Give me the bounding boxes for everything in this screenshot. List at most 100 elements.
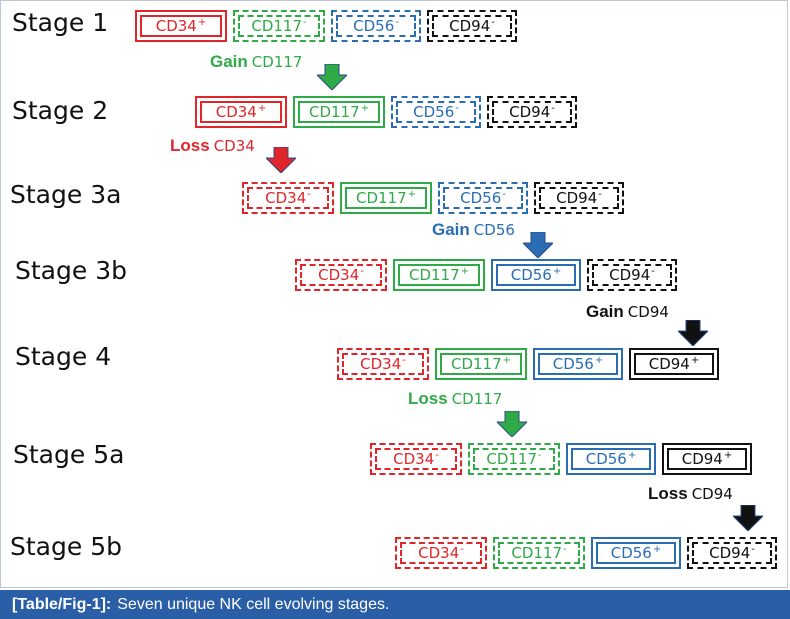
marker-name: CD117 (450, 354, 502, 373)
marker-cd56-box: CD56- (391, 96, 481, 128)
arrow-shape (266, 147, 296, 173)
marker-cd34-box: CD34- (242, 182, 334, 214)
marker-sign: - (303, 17, 307, 28)
stage-label: Stage 5b (10, 532, 122, 561)
marker-cd34-box: CD34- (295, 259, 387, 291)
marker-name: CD94 (709, 543, 751, 562)
marker-cd94-box: CD94- (534, 182, 624, 214)
arrow-shape (523, 232, 553, 258)
marker-name: CD34 (318, 265, 360, 284)
caption-text: Seven unique NK cell evolving stages. (117, 595, 390, 613)
marker-sign: - (551, 103, 555, 114)
diagram-frame (0, 0, 788, 588)
marker-sign: - (491, 17, 495, 28)
figure-caption: [Table/Fig-1]: Seven unique NK cell evol… (0, 590, 790, 619)
marker-sign: + (197, 17, 207, 28)
transition-verb: Gain (432, 220, 470, 239)
marker-name: CD117 (308, 102, 360, 121)
transition-label: Loss CD34 (170, 136, 255, 156)
marker-cd117-box: CD117- (493, 537, 585, 569)
marker-cd94-box: CD94 + (662, 443, 752, 475)
marker-cd34-box: CD34- (395, 537, 487, 569)
marker-cd117-box: CD117 + (393, 259, 485, 291)
down-arrow-icon (523, 232, 553, 258)
marker-name: CD56 (510, 265, 552, 284)
marker-cd117-box: CD117- (233, 10, 325, 42)
marker-name: CD117 (355, 188, 407, 207)
marker-sign: - (651, 266, 655, 277)
transition-marker: CD34 (213, 137, 255, 155)
marker-sign: + (690, 355, 700, 366)
marker-cd34-box: CD34 + (135, 10, 227, 42)
marker-name: CD56 (460, 188, 502, 207)
marker-name: CD34 (215, 102, 257, 121)
marker-name: CD56 (552, 354, 594, 373)
down-arrow-icon (733, 505, 763, 531)
marker-sign: + (257, 103, 267, 114)
marker-sign: - (538, 450, 542, 461)
marker-sign: - (395, 17, 399, 28)
arrow-shape (317, 64, 347, 90)
marker-sign: - (402, 355, 406, 366)
marker-sign: - (435, 450, 439, 461)
marker-cd94-box: CD94- (487, 96, 577, 128)
marker-name: CD117 (251, 16, 303, 35)
stage-label: Stage 3b (15, 256, 127, 285)
transition-marker: CD56 (473, 221, 515, 239)
down-arrow-icon (678, 320, 708, 346)
transition-verb: Gain (586, 302, 624, 321)
marker-sign: - (460, 544, 464, 555)
marker-name: CD56 (353, 16, 395, 35)
arrow-shape (733, 505, 763, 531)
marker-cd56-box: CD56 + (591, 537, 681, 569)
marker-name: CD117 (486, 449, 538, 468)
marker-cd94-box: CD94- (687, 537, 777, 569)
marker-name: CD34 (393, 449, 435, 468)
marker-cd56-box: CD56- (438, 182, 528, 214)
marker-name: CD94 (556, 188, 598, 207)
transition-marker: CD94 (627, 303, 669, 321)
stage-label: Stage 4 (15, 342, 112, 371)
marker-sign: - (502, 189, 506, 200)
arrow-shape (678, 320, 708, 346)
marker-cd117-box: CD117- (468, 443, 560, 475)
down-arrow-icon (266, 147, 296, 173)
marker-sign: - (360, 266, 364, 277)
transition-verb: Loss (648, 484, 688, 503)
marker-sign: - (563, 544, 567, 555)
marker-sign: + (407, 189, 417, 200)
down-arrow-icon (497, 411, 527, 437)
transition-label: Gain CD117 (210, 52, 302, 72)
marker-cd94-box: CD94- (587, 259, 677, 291)
transition-verb: Gain (210, 52, 248, 71)
marker-sign: - (307, 189, 311, 200)
marker-cd34-box: CD34- (370, 443, 462, 475)
marker-name: CD34 (360, 354, 402, 373)
marker-sign: - (598, 189, 602, 200)
stage-label: Stage 5a (13, 440, 125, 469)
marker-cd34-box: CD34- (337, 348, 429, 380)
marker-name: CD117 (408, 265, 460, 284)
transition-label: Loss CD94 (648, 484, 733, 504)
marker-cd34-box: CD34 + (195, 96, 287, 128)
transition-label: Loss CD117 (408, 389, 502, 409)
marker-sign: + (627, 450, 637, 461)
transition-label: Gain CD56 (432, 220, 515, 240)
marker-name: CD56 (413, 102, 455, 121)
stage-label: Stage 3a (10, 180, 122, 209)
transition-marker: CD117 (451, 390, 503, 408)
arrow-shape (497, 411, 527, 437)
marker-name: CD34 (265, 188, 307, 207)
marker-name: CD34 (155, 16, 197, 35)
marker-cd117-box: CD117 + (293, 96, 385, 128)
marker-name: CD94 (449, 16, 491, 35)
marker-cd94-box: CD94- (427, 10, 517, 42)
marker-sign: + (460, 266, 470, 277)
marker-sign: - (751, 544, 755, 555)
marker-name: CD94 (648, 354, 690, 373)
marker-cd117-box: CD117 + (340, 182, 432, 214)
marker-cd94-box: CD94 + (629, 348, 719, 380)
marker-name: CD94 (681, 449, 723, 468)
down-arrow-icon (317, 64, 347, 90)
marker-sign: + (552, 266, 562, 277)
